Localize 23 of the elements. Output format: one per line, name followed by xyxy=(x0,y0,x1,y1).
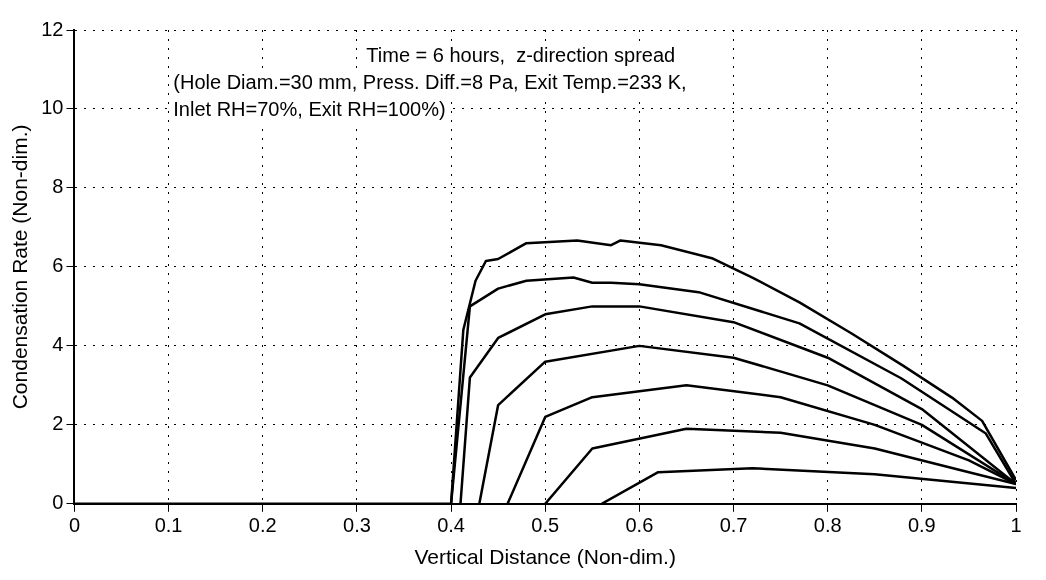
y-tick-label: 8 xyxy=(52,175,64,198)
x-tick-label: 0.3 xyxy=(343,514,371,537)
x-tick-label: 0.7 xyxy=(719,514,748,537)
annotation: (Hole Diam.=30 mm, Press. Diff.=8 Pa, Exit Temp.=233 K, xyxy=(173,70,687,93)
annotation: Inlet RH=70%, Exit RH=100%) xyxy=(173,97,446,120)
x-tick-label: 1 xyxy=(1010,514,1022,537)
x-tick-label: 0.5 xyxy=(531,514,560,537)
x-tick-label: 0.9 xyxy=(907,514,936,537)
y-tick-label: 2 xyxy=(52,412,64,435)
y-tick-label: 12 xyxy=(41,17,64,40)
x-tick-label: 0.1 xyxy=(154,514,183,537)
y-axis-title: Condensation Rate (Non-dim.) xyxy=(8,124,32,410)
annotation: Time = 6 hours, z-direction spread xyxy=(366,43,676,66)
x-tick-label: 0.8 xyxy=(813,514,842,537)
x-tick-label: 0 xyxy=(68,514,81,537)
y-tick-label: 10 xyxy=(41,96,64,119)
x-tick-label: 0.2 xyxy=(248,514,277,537)
y-tick-label: 4 xyxy=(52,333,64,356)
x-axis-title: Vertical Distance (Non-dim.) xyxy=(414,545,676,569)
x-tick-label: 0.4 xyxy=(437,514,465,537)
y-tick-label: 6 xyxy=(52,254,64,277)
x-tick-label: 0.6 xyxy=(625,514,654,537)
y-tick-label: 0 xyxy=(52,491,64,514)
